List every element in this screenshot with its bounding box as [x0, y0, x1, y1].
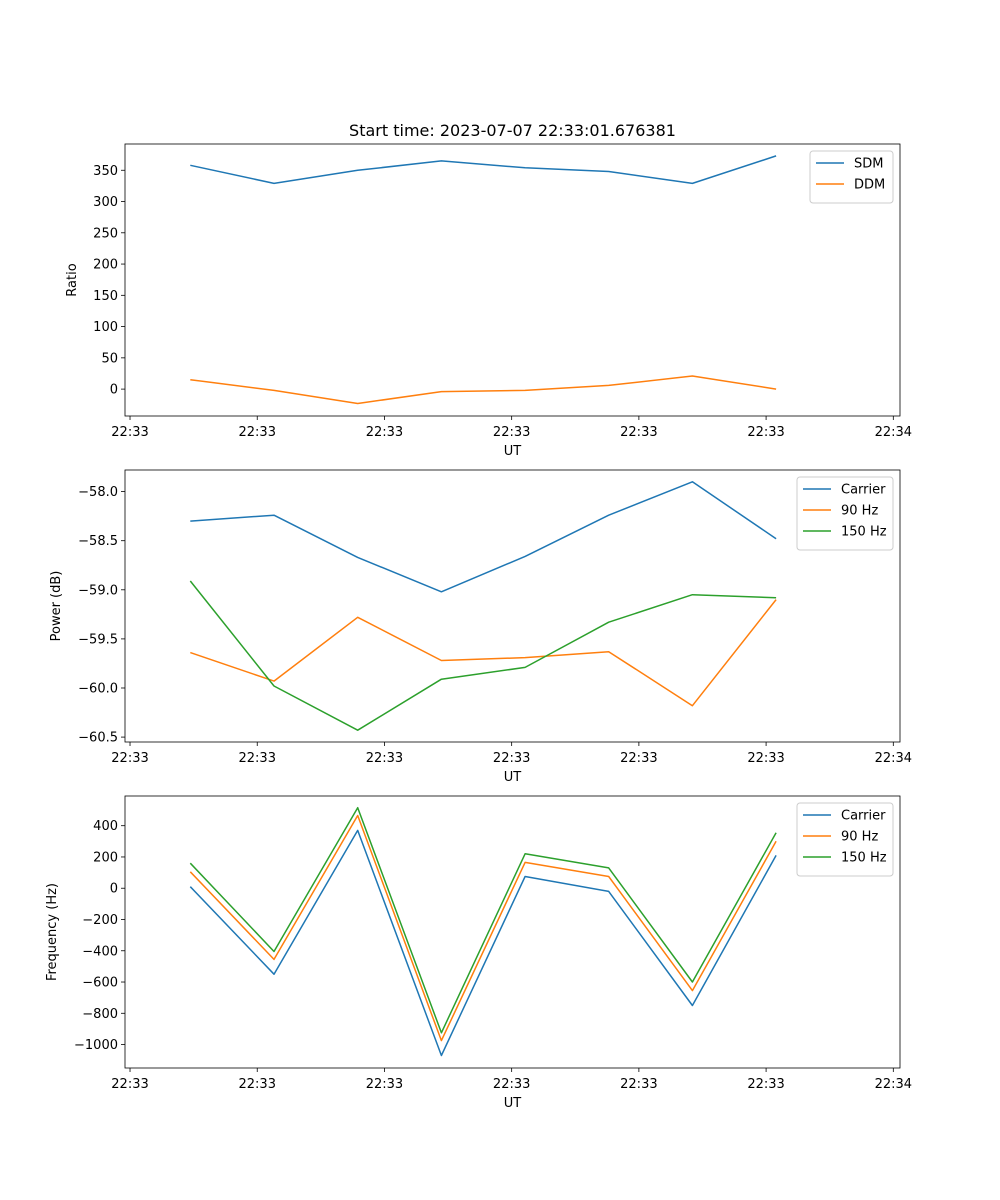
x-axis-label: UT: [504, 1096, 522, 1111]
series-line-ddm: [190, 375, 777, 405]
series-line-90-hz: [189, 814, 777, 1042]
x-tick-label: 22:34: [875, 425, 912, 440]
y-tick-label: −600: [82, 976, 118, 991]
y-tick-label: −400: [82, 944, 118, 959]
y-tick-label: −58.5: [78, 534, 118, 549]
series-line-150-hz: [189, 580, 777, 731]
x-tick-label: 22:33: [111, 425, 148, 440]
y-tick-label: 0: [110, 882, 118, 897]
x-tick-label: 22:34: [875, 1077, 912, 1092]
subplot-3: 22:33 22:33 22:33 22:33 22:33 22:33 22:34 −1000…: [45, 795, 912, 1111]
legend: Carrier 90 Hz 150 Hz: [796, 802, 894, 877]
x-tick-label: 22:33: [747, 751, 784, 766]
subplot-2: 22:33 22:33 22:33 22:33 22:33 22:33 22:34 −60.5…: [49, 469, 912, 785]
y-axis-label: Power (dB): [49, 571, 64, 642]
x-tick-label: 22:33: [111, 751, 148, 766]
legend-label: SDM: [854, 157, 883, 172]
y-tick-label: 150: [93, 289, 118, 304]
x-tick-label: 22:33: [366, 751, 403, 766]
chart-title: Start time: 2023-07-07 22:33:01.676381: [349, 121, 676, 140]
legend-label: Carrier: [841, 483, 886, 498]
subplot-1: 22:33 22:33 22:33 22:33 22:33 22:33 22:34 0 50 10…: [65, 121, 912, 459]
y-tick-label: 0: [110, 383, 118, 398]
series-line-carrier: [190, 481, 777, 593]
y-tick-label: −800: [82, 1007, 118, 1022]
x-tick-label: 22:33: [493, 751, 530, 766]
y-tick-label: −59.5: [78, 632, 118, 647]
legend: SDM DDM: [809, 150, 894, 204]
y-tick-label: −200: [82, 913, 118, 928]
legend-label: 90 Hz: [841, 504, 878, 519]
axes-frame: [124, 469, 901, 743]
y-tick-label: 250: [93, 226, 118, 241]
x-tick-label: 22:33: [493, 425, 530, 440]
axes-frame: [124, 795, 901, 1069]
x-tick-label: 22:33: [366, 425, 403, 440]
y-tick-label: 400: [93, 819, 118, 834]
series-line-carrier: [189, 829, 777, 1057]
y-tick-label: −60.0: [78, 681, 118, 696]
legend-label: DDM: [854, 178, 885, 193]
y-tick-label: −60.5: [78, 731, 118, 746]
x-tick-label: 22:33: [239, 751, 276, 766]
y-tick-label: 300: [93, 195, 118, 210]
legend: Carrier 90 Hz 150 Hz: [796, 476, 894, 551]
y-tick-label: −59.0: [78, 583, 118, 598]
x-tick-label: 22:33: [366, 1077, 403, 1092]
x-tick-label: 22:33: [239, 1077, 276, 1092]
legend-label: 90 Hz: [841, 830, 878, 845]
y-tick-label: −1000: [74, 1038, 118, 1053]
x-tick-label: 22:33: [111, 1077, 148, 1092]
y-axis-label: Ratio: [65, 263, 80, 296]
y-tick-label: 50: [101, 351, 118, 366]
series-line-sdm: [190, 155, 777, 185]
x-tick-label: 22:33: [747, 425, 784, 440]
series-line-90-hz: [190, 599, 777, 707]
x-tick-label: 22:33: [747, 1077, 784, 1092]
x-axis-label: UT: [504, 770, 522, 785]
x-tick-label: 22:33: [620, 751, 657, 766]
y-tick-label: 200: [93, 850, 118, 865]
y-axis-label: Frequency (Hz): [45, 883, 60, 981]
y-tick-label: 350: [93, 164, 118, 179]
legend-label: 150 Hz: [841, 525, 887, 540]
x-tick-label: 22:33: [493, 1077, 530, 1092]
legend-box: [809, 150, 894, 204]
x-tick-label: 22:33: [239, 425, 276, 440]
legend-label: Carrier: [841, 809, 886, 824]
legend-label: 150 Hz: [841, 851, 887, 866]
x-tick-label: 22:33: [620, 1077, 657, 1092]
y-tick-label: −58.0: [78, 485, 118, 500]
series-line-150-hz: [189, 806, 777, 1034]
y-tick-label: 100: [93, 320, 118, 335]
y-tick-label: 200: [93, 258, 118, 273]
x-tick-label: 22:33: [620, 425, 657, 440]
axes-frame: [124, 143, 901, 417]
x-tick-label: 22:34: [875, 751, 912, 766]
x-axis-label: UT: [504, 444, 522, 459]
